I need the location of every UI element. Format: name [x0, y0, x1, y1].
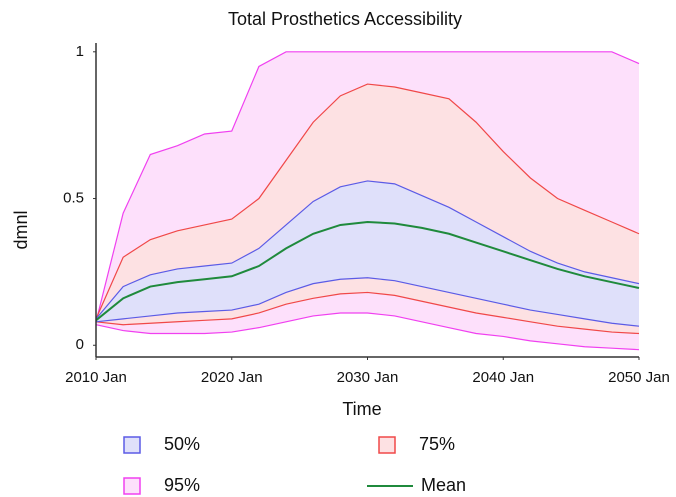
- band-edge: [95, 291, 640, 335]
- x-axis-label: Time: [342, 399, 381, 419]
- x-tick-label: 2010 Jan: [65, 369, 127, 386]
- x-tick-label: 2020 Jan: [201, 369, 263, 386]
- band-edge: [95, 180, 640, 320]
- legend-label: 75%: [419, 434, 455, 454]
- band-fill: [96, 180, 639, 327]
- legend-swatch: [123, 436, 141, 454]
- legend: 50% 75% 95% Mean: [123, 434, 466, 495]
- x-tick-label: 2050 Jan: [608, 369, 670, 386]
- x-tick-label: 2030 Jan: [337, 369, 399, 386]
- legend-swatch: [378, 436, 396, 454]
- y-tick-label: 0: [76, 336, 84, 353]
- band-edge: [95, 83, 640, 320]
- legend-label: 95%: [164, 475, 200, 495]
- plot-area: [95, 51, 640, 351]
- mean-line: [95, 221, 640, 322]
- x-tick-label: 2040 Jan: [472, 369, 534, 386]
- band-edge: [95, 51, 640, 322]
- y-axis-label: dmnl: [11, 210, 31, 249]
- chart-title: Total Prosthetics Accessibility: [228, 9, 462, 29]
- y-tick-label: 0.5: [63, 190, 84, 207]
- y-tick-label: 1: [76, 43, 84, 60]
- legend-label: Mean: [421, 475, 466, 495]
- legend-label: 50%: [164, 434, 200, 454]
- band-edge: [95, 277, 640, 327]
- legend-swatch: [123, 477, 141, 495]
- band-edge: [95, 312, 640, 351]
